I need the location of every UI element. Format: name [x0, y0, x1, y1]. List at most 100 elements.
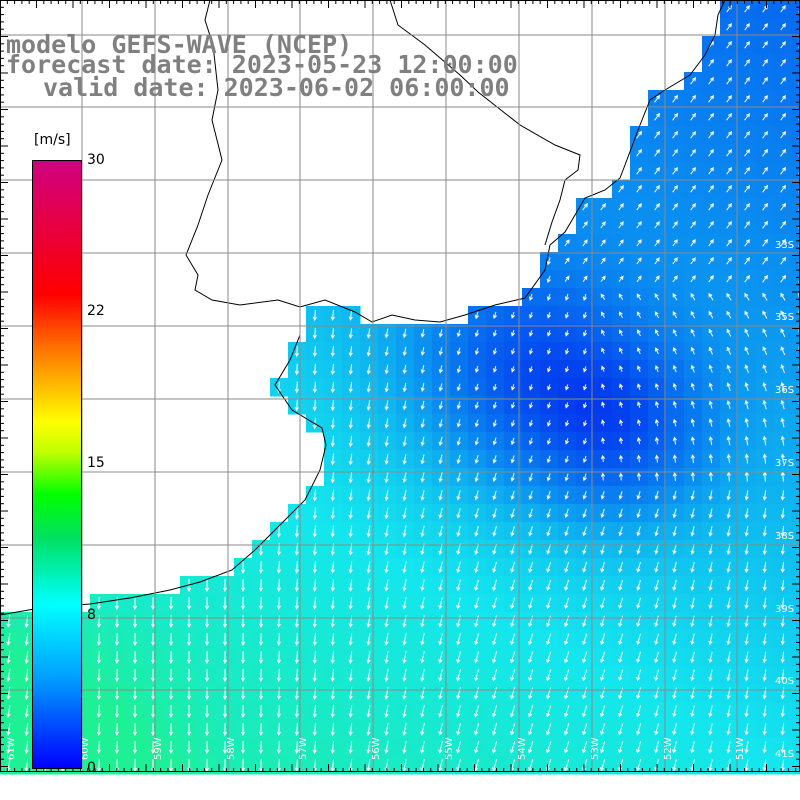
wind-arrow [564, 759, 570, 772]
wind-arrow [780, 490, 785, 501]
wind-arrow [330, 310, 335, 321]
wind-arrow [762, 597, 767, 610]
wind-arrow [582, 705, 588, 718]
wind-arrow [348, 399, 353, 412]
wind-arrow [582, 293, 587, 301]
wind-arrow [258, 561, 264, 574]
wind-arrow [456, 329, 461, 338]
wind-arrow [492, 311, 497, 319]
wind-arrow [168, 614, 174, 629]
speed-cell [792, 486, 800, 505]
wind-arrow [600, 275, 606, 282]
wind-arrow [780, 723, 785, 736]
wind-arrow [330, 471, 335, 484]
wind-arrow [726, 382, 731, 391]
wind-arrow [330, 722, 335, 737]
wind-arrow [600, 257, 606, 265]
wind-arrow [258, 632, 264, 647]
wind-arrow [690, 490, 695, 501]
wind-arrow [762, 399, 767, 410]
wind-arrow [528, 561, 534, 573]
wind-arrow [654, 597, 659, 610]
wind-arrow [348, 579, 353, 592]
wind-arrow [672, 526, 677, 537]
wind-arrow [744, 184, 751, 193]
wind-arrow [6, 687, 11, 700]
wind-arrow [132, 596, 138, 611]
wind-arrow [96, 704, 101, 719]
wind-arrow [636, 705, 642, 718]
wind-arrow [708, 597, 713, 610]
wind-arrow [528, 759, 534, 772]
wind-arrow [618, 651, 624, 664]
wind-arrow [780, 328, 786, 338]
wind-arrow [528, 633, 534, 646]
wind-arrow [708, 130, 715, 139]
wind-arrow [474, 401, 479, 410]
wind-arrow [636, 329, 641, 337]
wind-arrow [384, 418, 389, 429]
speed-cell [792, 594, 800, 613]
wind-arrow [582, 633, 588, 646]
wind-arrow [762, 238, 769, 247]
wind-arrow [258, 704, 264, 719]
wind-arrow [762, 561, 767, 574]
wind-arrow [708, 741, 713, 754]
wind-arrow [24, 650, 29, 665]
wind-arrow [348, 507, 353, 520]
wind-arrow [312, 507, 317, 520]
wind-arrow [384, 454, 389, 465]
wind-arrow [294, 561, 299, 574]
wind-arrow [672, 130, 679, 139]
wind-arrow [528, 473, 533, 482]
wind-arrow [420, 579, 425, 592]
wind-arrow [564, 473, 569, 482]
wind-arrow [636, 651, 641, 664]
wind-arrow [780, 238, 787, 247]
wind-arrow [402, 723, 407, 736]
wind-arrow [492, 723, 498, 736]
wind-arrow [780, 220, 787, 229]
wind-arrow [114, 704, 120, 719]
wind-arrow [510, 597, 516, 610]
wind-arrow [726, 202, 732, 211]
wind-arrow [600, 544, 605, 555]
wind-arrow [294, 345, 299, 358]
wind-arrow [366, 418, 371, 429]
wind-arrow [402, 489, 407, 502]
wind-arrow [438, 525, 443, 538]
wind-arrow [619, 401, 624, 408]
wind-arrow [348, 382, 353, 393]
wind-arrow [330, 345, 335, 358]
wind-arrow [744, 382, 749, 392]
wind-arrow [636, 597, 641, 610]
wind-arrow [654, 275, 660, 283]
wind-arrow [726, 40, 732, 49]
wind-arrow [672, 633, 677, 646]
wind-arrow [672, 203, 678, 211]
wind-arrow [330, 561, 335, 574]
wind-arrow [744, 687, 749, 700]
wind-arrow [708, 328, 714, 337]
wind-arrow [420, 687, 425, 700]
wind-arrow [312, 327, 317, 340]
wind-arrow [492, 705, 498, 718]
wind-arrow [726, 94, 732, 103]
wind-arrow [402, 418, 407, 429]
wind-arrow [456, 633, 461, 646]
wind-arrow [240, 632, 246, 647]
wind-arrow [618, 669, 624, 682]
wind-arrow [708, 544, 713, 555]
wind-arrow [294, 722, 299, 737]
wind-arrow [744, 310, 750, 319]
wind-arrow [582, 597, 588, 610]
wind-arrow [690, 471, 696, 482]
wind-arrow [672, 597, 677, 610]
wind-arrow [762, 633, 767, 646]
wind-arrow [780, 669, 785, 682]
wind-arrow [636, 257, 642, 265]
wind-arrow [672, 508, 677, 519]
wind-arrow [708, 561, 713, 574]
wind-arrow [366, 633, 371, 646]
wind-arrow [384, 364, 389, 375]
